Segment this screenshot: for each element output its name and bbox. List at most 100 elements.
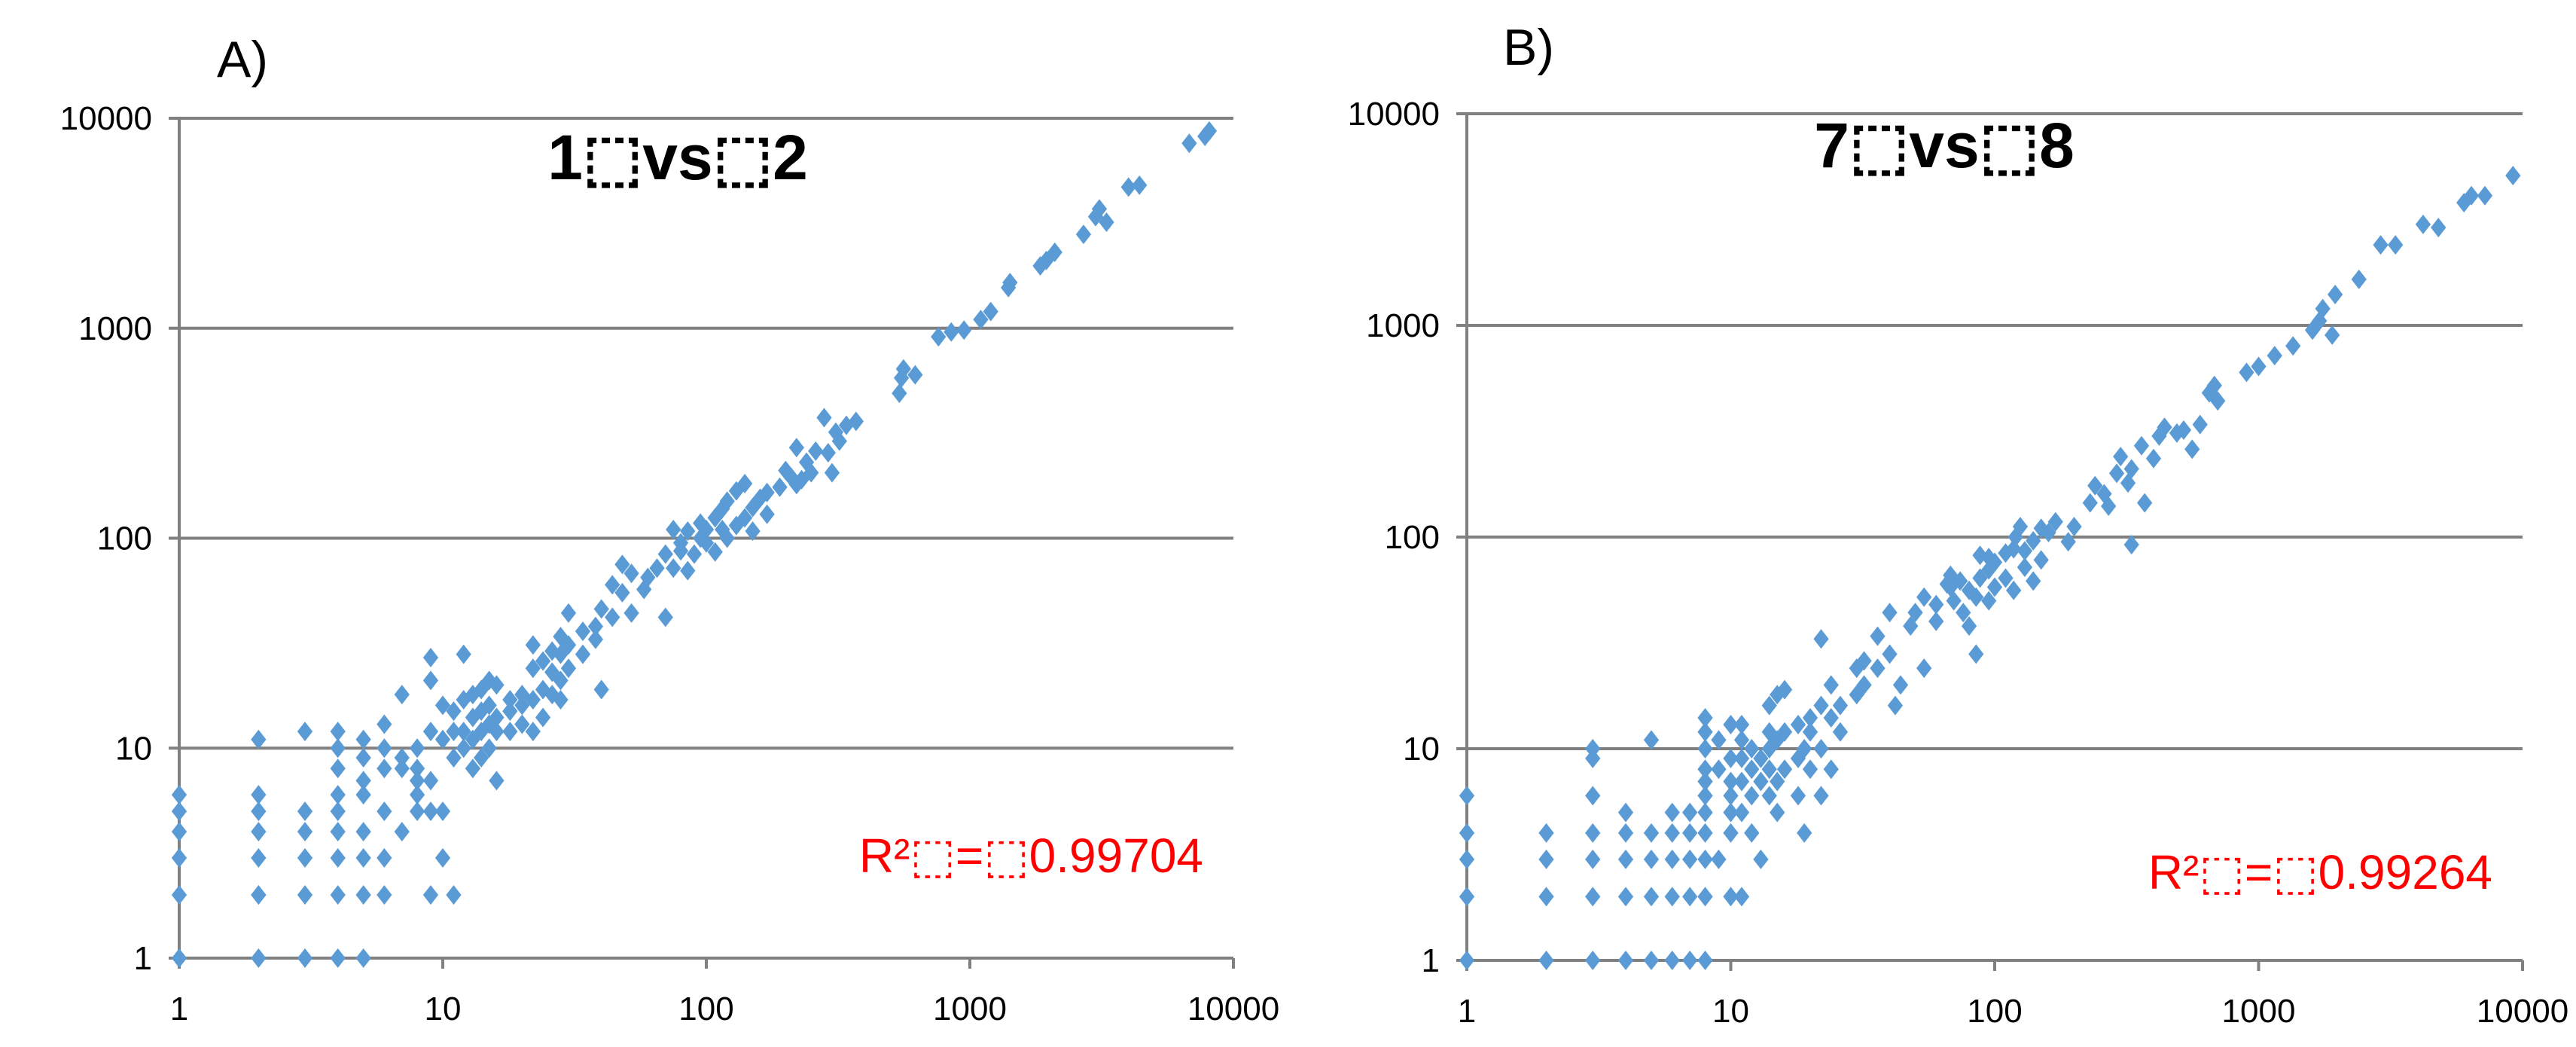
data-point xyxy=(1770,802,1785,823)
data-point xyxy=(1733,771,1750,792)
data-point xyxy=(1643,887,1660,907)
data-points xyxy=(171,121,1218,968)
y-tick-label: 10000 xyxy=(60,100,152,137)
x-tick-label: 1 xyxy=(170,991,188,1027)
data-point xyxy=(502,690,518,710)
data-point xyxy=(2026,571,2041,591)
data-point xyxy=(1711,730,1727,750)
data-point xyxy=(355,729,371,749)
data-point xyxy=(2026,530,2041,551)
data-point xyxy=(355,822,371,842)
data-point xyxy=(1849,685,1864,705)
data-point xyxy=(2041,523,2056,543)
data-point xyxy=(1776,679,1793,700)
data-point xyxy=(2006,539,2022,559)
data-point xyxy=(1617,802,1634,823)
data-point xyxy=(1697,951,1713,970)
data-point xyxy=(171,822,187,842)
data-point xyxy=(1723,786,1739,806)
data-point xyxy=(798,452,815,472)
data-point xyxy=(1744,739,1760,759)
data-point xyxy=(1744,759,1760,780)
data-point xyxy=(489,675,505,695)
data-point xyxy=(788,438,804,458)
data-point xyxy=(251,785,267,805)
data-point xyxy=(593,599,609,619)
data-point xyxy=(794,469,809,490)
data-point xyxy=(831,431,847,451)
data-point xyxy=(2087,475,2103,496)
data-point xyxy=(553,670,569,691)
data-point xyxy=(2239,362,2254,383)
data-point xyxy=(330,785,346,805)
y-tick-label: 1 xyxy=(1422,942,1440,979)
data-point xyxy=(434,695,451,716)
x-tick-label: 10 xyxy=(1712,993,1749,1030)
data-point xyxy=(737,508,753,528)
x-tick-label: 100 xyxy=(678,991,733,1027)
r-squared-annotation: R²⬚=⬚0.99264 xyxy=(2148,845,2492,899)
data-point xyxy=(2477,185,2493,206)
data-point xyxy=(907,365,923,385)
data-point xyxy=(2137,493,2153,513)
data-point xyxy=(1776,759,1793,780)
data-point xyxy=(1928,611,1944,631)
data-point xyxy=(848,411,864,432)
scatter-chart-a: 1 10 100 1000 10000 1 10 100 1000 10000 1⬚vs⬚2 R… xyxy=(60,100,1280,1027)
data-point xyxy=(1870,658,1886,679)
scatter-chart-b: 1 10 100 1000 10000 1 10 100 1000 10000 7⬚vs⬚8 R… xyxy=(1348,96,2569,1030)
data-point xyxy=(759,504,775,524)
data-point xyxy=(456,738,471,759)
data-point xyxy=(1697,707,1713,728)
y-tick-labels: 1 10 100 1000 10000 xyxy=(1348,96,1440,979)
data-point xyxy=(355,848,371,868)
data-point xyxy=(525,690,541,710)
data-point xyxy=(1643,849,1660,869)
data-point xyxy=(535,651,551,671)
data-point xyxy=(1664,823,1680,843)
y-tick-label: 1000 xyxy=(78,310,152,347)
data-point xyxy=(355,948,371,968)
data-point xyxy=(1761,695,1777,716)
data-point xyxy=(434,729,451,749)
data-point xyxy=(1711,759,1727,780)
data-point xyxy=(434,848,451,868)
data-point xyxy=(803,462,819,483)
data-point xyxy=(422,648,439,668)
data-point xyxy=(465,759,481,779)
data-point xyxy=(330,948,346,968)
data-point xyxy=(355,885,371,905)
data-point xyxy=(1892,675,1909,695)
data-point xyxy=(489,771,505,791)
panel-label: B) xyxy=(1503,19,1554,76)
data-point xyxy=(1953,571,1968,591)
data-point xyxy=(1986,577,2003,597)
data-point xyxy=(1617,887,1634,907)
data-point xyxy=(502,722,518,742)
data-point xyxy=(1087,206,1104,227)
data-point xyxy=(587,616,604,636)
data-point xyxy=(1682,823,1698,843)
data-point xyxy=(514,714,530,734)
data-point xyxy=(376,801,392,822)
data-point xyxy=(1585,951,1601,970)
data-point xyxy=(1197,127,1213,147)
data-point xyxy=(2267,346,2282,366)
data-point xyxy=(2328,284,2343,304)
y-tick-label: 10 xyxy=(115,730,152,767)
data-point xyxy=(481,738,497,759)
data-point xyxy=(422,801,439,822)
data-point xyxy=(2017,557,2033,578)
data-point xyxy=(409,785,425,805)
data-point xyxy=(1682,849,1698,869)
data-point xyxy=(2388,235,2404,255)
data-point xyxy=(2192,414,2208,435)
data-point xyxy=(2123,535,2139,555)
gridlines xyxy=(179,117,1233,750)
data-point xyxy=(394,685,410,705)
data-point xyxy=(587,629,604,649)
data-point xyxy=(788,475,804,495)
data-point xyxy=(1998,568,2014,588)
x-tick-label: 100 xyxy=(1967,993,2022,1030)
data-point xyxy=(1761,786,1777,806)
